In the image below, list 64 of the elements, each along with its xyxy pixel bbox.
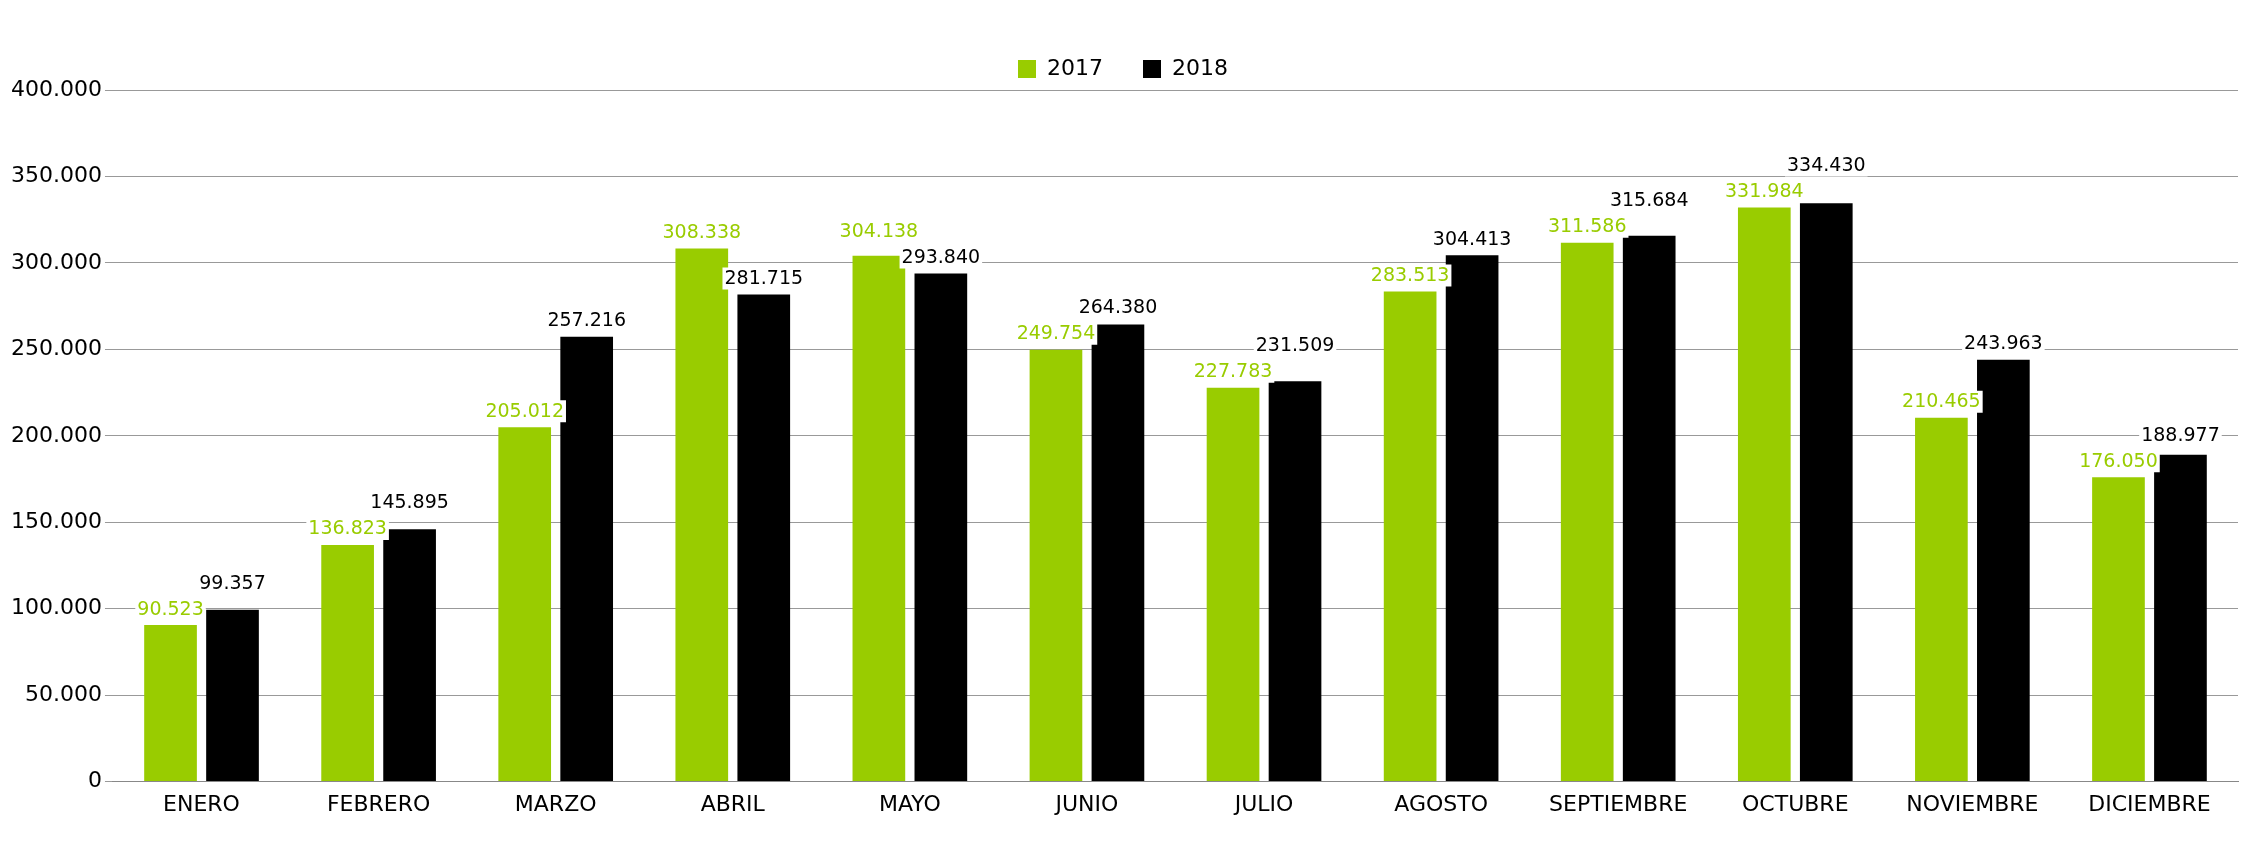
data-label: 293.840: [901, 244, 981, 267]
bar: [498, 427, 552, 782]
bar: [1029, 349, 1083, 782]
x-tick-label: ABRIL: [700, 790, 766, 816]
legend-label: 2017: [1047, 54, 1104, 80]
x-tick-label: OCTUBRE: [1742, 790, 1849, 816]
bar: [206, 609, 259, 782]
data-label: 304.138: [839, 218, 919, 241]
data-label: 145.895: [370, 490, 449, 513]
x-tick-label: DICIEMBRE: [2088, 790, 2211, 816]
y-tick-label: 300.000: [10, 248, 102, 274]
data-label: 176.050: [2079, 448, 2158, 471]
legend-label: 2018: [1172, 54, 1228, 80]
bar: [1977, 359, 2030, 782]
data-label: 249.754: [1016, 321, 1096, 344]
y-tick-label: 350.000: [10, 162, 102, 188]
x-tick-label: JUNIO: [1053, 790, 1119, 816]
x-tick-label: MARZO: [514, 790, 597, 816]
bar: [1915, 417, 1968, 782]
bar: [1560, 242, 1614, 782]
data-label: 227.783: [1193, 359, 1273, 382]
bar: [1206, 387, 1260, 782]
data-label: 205.012: [485, 398, 564, 421]
bar: [1799, 203, 1853, 782]
data-label: 311.586: [1547, 214, 1627, 237]
bar: [1737, 207, 1791, 782]
data-label: 188.977: [2141, 422, 2220, 445]
data-label: 257.216: [547, 308, 626, 331]
bar: [1622, 235, 1676, 782]
y-tick-label: 100.000: [10, 594, 102, 620]
bar: [914, 273, 968, 782]
y-tick-label: 0: [87, 767, 102, 793]
data-label: 283.513: [1370, 262, 1450, 285]
data-label: 308.338: [662, 219, 742, 242]
x-tick-label: NOVIEMBRE: [1906, 790, 2039, 816]
data-label: 315.684: [1609, 188, 1689, 211]
y-tick-label: 250.000: [10, 335, 102, 361]
data-label: 331.984: [1725, 179, 1804, 202]
bar: [2092, 477, 2145, 782]
data-label: 210.465: [1902, 389, 1981, 412]
data-label: 304.413: [1432, 226, 1512, 249]
bar: [321, 545, 374, 782]
data-label: 243.963: [1964, 331, 2043, 354]
y-tick-label: 150.000: [10, 507, 102, 533]
data-label: 281.715: [724, 265, 804, 288]
x-tick-label: SEPTIEMBRE: [1549, 790, 1688, 816]
x-tick-label: AGOSTO: [1394, 790, 1488, 816]
y-tick-label: 50.000: [24, 680, 102, 706]
y-tick-label: 200.000: [10, 421, 102, 447]
bar: [1268, 381, 1322, 782]
bar: [737, 294, 791, 782]
x-tick-label: MAYO: [878, 790, 941, 816]
bar: [144, 625, 197, 782]
data-label: 90.523: [137, 596, 204, 619]
data-label: 99.357: [199, 570, 266, 593]
y-tick-label: 400.000: [10, 75, 102, 101]
data-label: 231.509: [1255, 333, 1335, 356]
x-tick-label: ENERO: [163, 790, 240, 816]
x-tick-label: JULIO: [1232, 790, 1294, 816]
x-tick-label: FEBRERO: [326, 790, 431, 816]
bar: [1383, 291, 1437, 782]
data-label: 334.430: [1786, 153, 1866, 176]
data-label: 136.823: [308, 516, 387, 539]
data-label: 264.380: [1078, 295, 1158, 318]
